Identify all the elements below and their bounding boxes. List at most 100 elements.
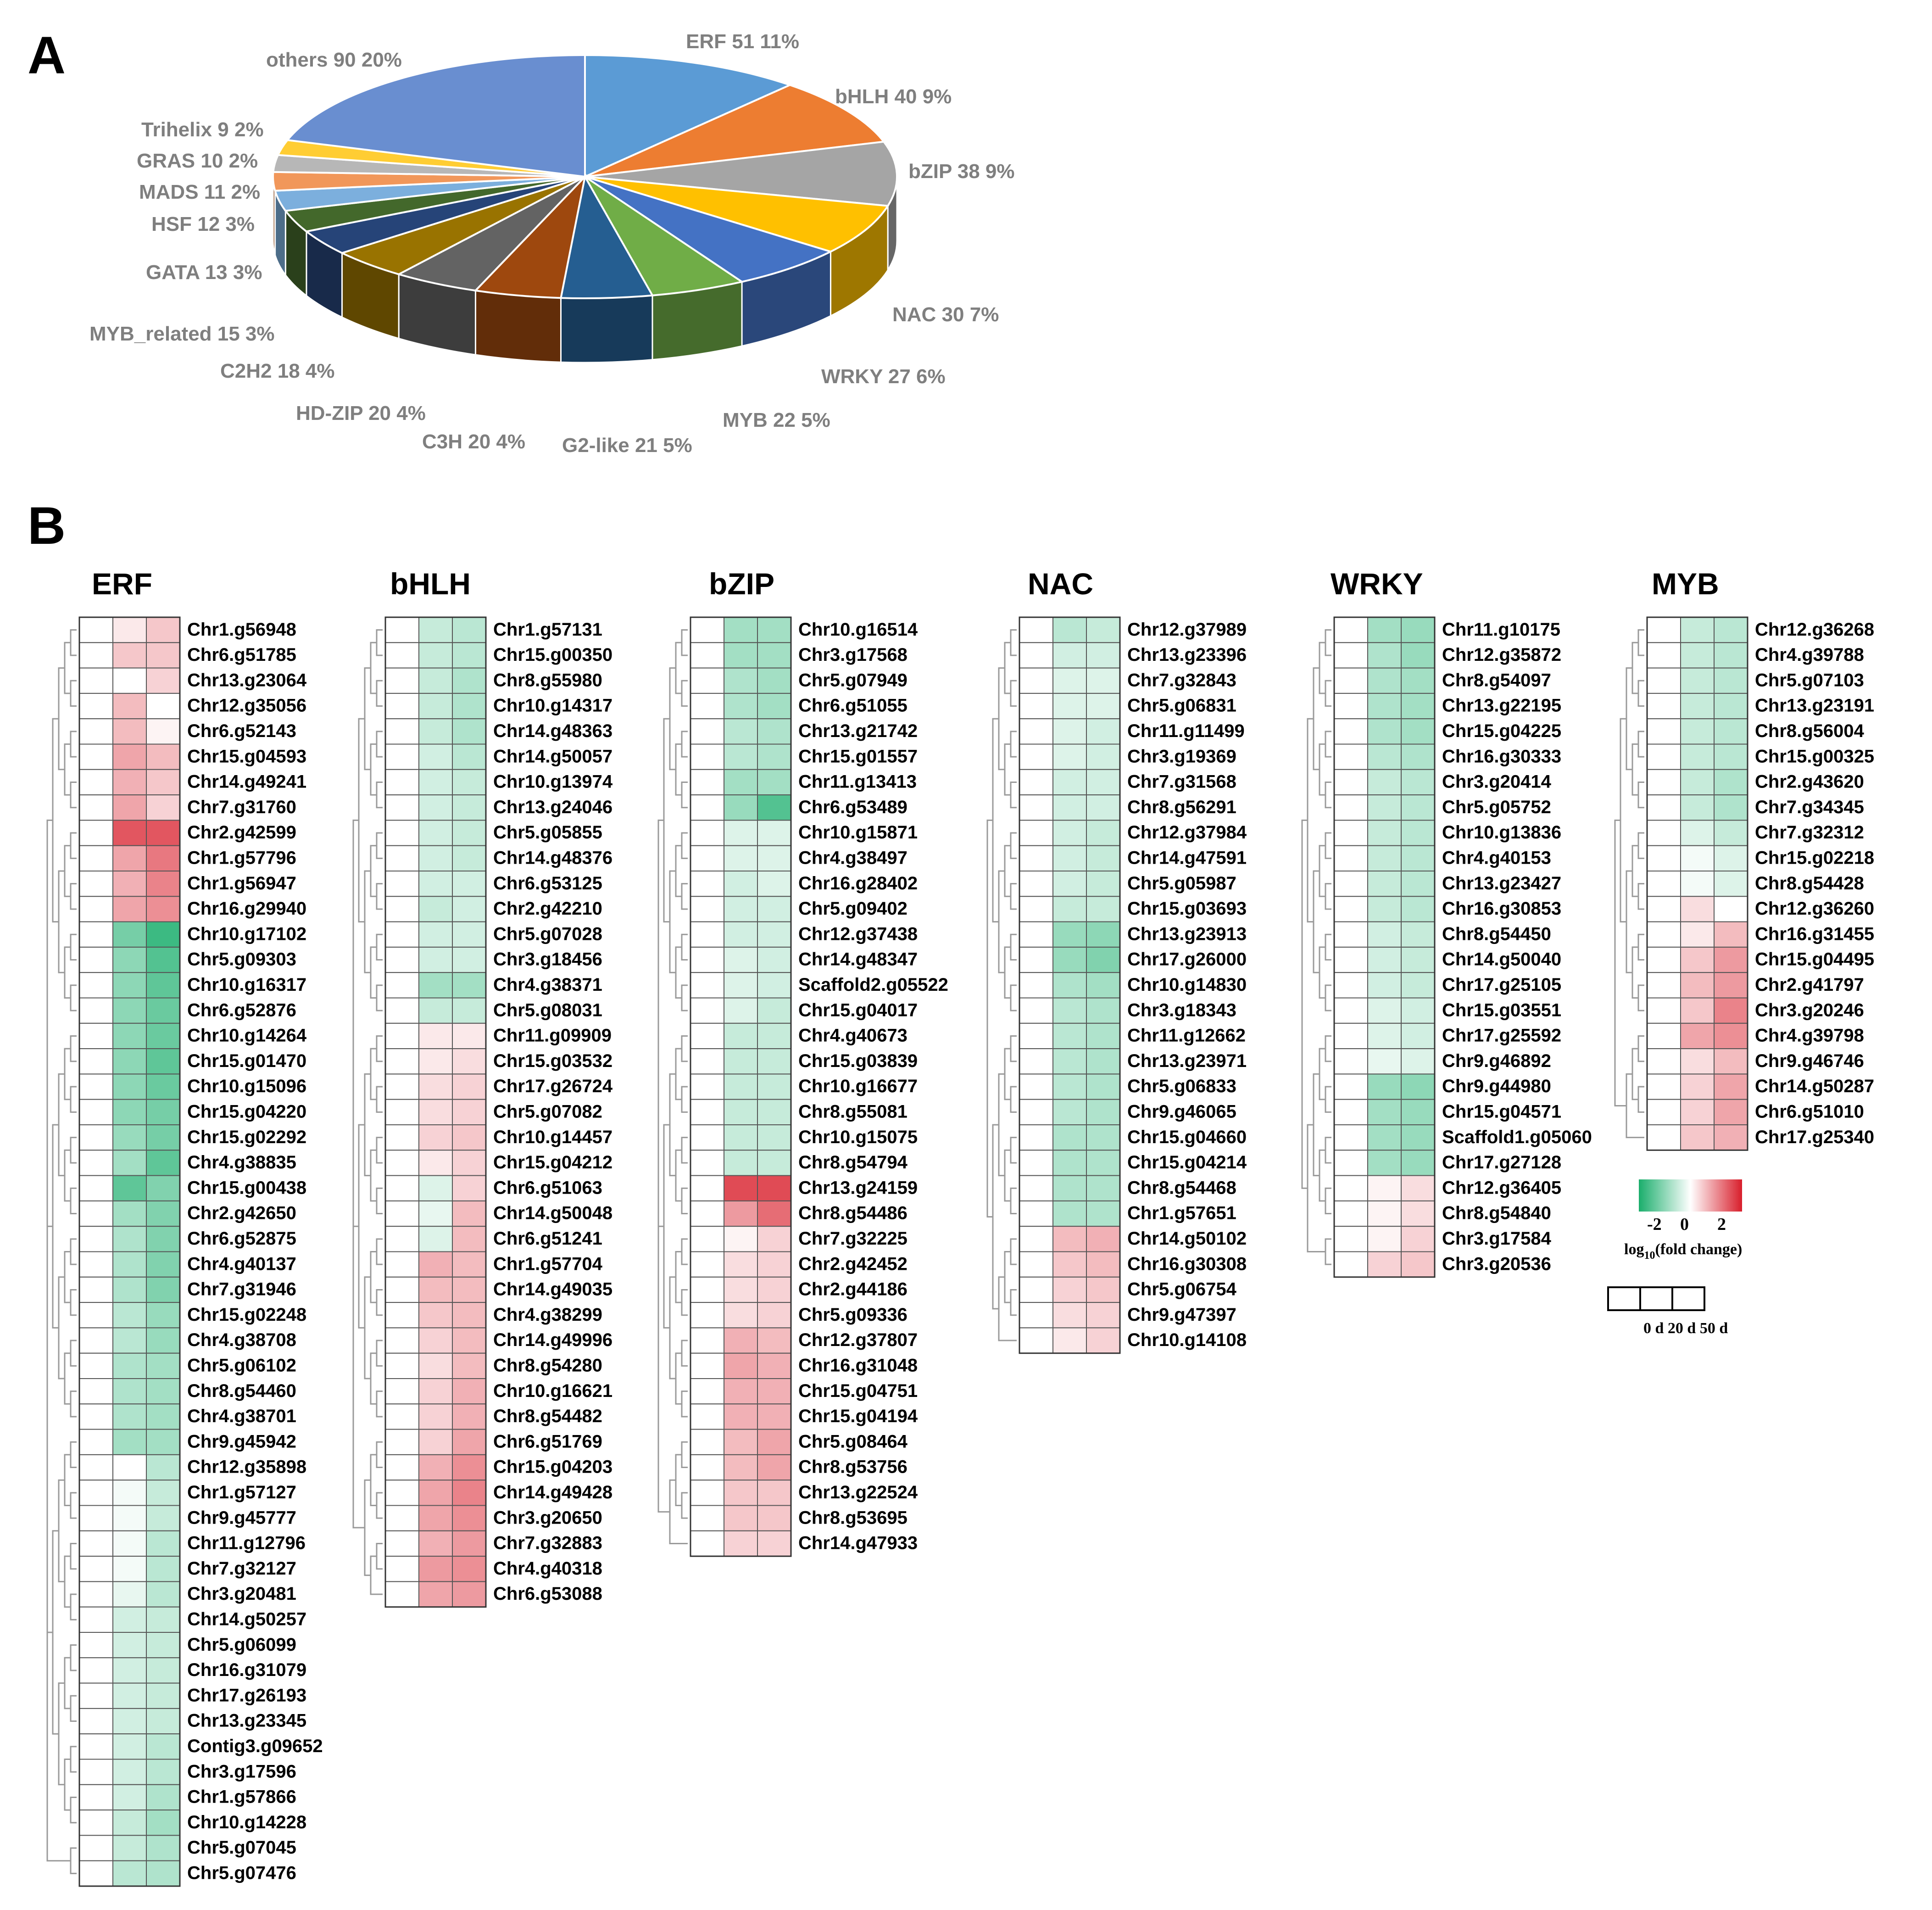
pie-label-myb: MYB 22 5% xyxy=(723,409,830,431)
dendrogram-branch xyxy=(376,1542,383,1570)
family-title: NAC xyxy=(1028,567,1093,601)
dendrogram-branch xyxy=(64,1352,71,1405)
heat-cell xyxy=(1334,743,1368,770)
heat-cell xyxy=(1680,972,1715,999)
gene-label: Chr15.g04203 xyxy=(493,1457,612,1477)
gene-label: Chr15.g03839 xyxy=(798,1051,918,1071)
heat-cell xyxy=(146,667,180,694)
dendrogram-branch xyxy=(364,1276,371,1379)
heat-cell xyxy=(452,972,486,999)
heat-cell xyxy=(1401,1022,1435,1050)
gene-label: Chr12.g35898 xyxy=(187,1457,306,1477)
gene-label: Chr8.g54460 xyxy=(187,1381,296,1401)
dendrogram-branch xyxy=(70,984,77,1011)
heat-cell xyxy=(1086,1302,1120,1329)
gene-label: Chr6.g53489 xyxy=(798,797,908,817)
heat-cell xyxy=(146,1226,180,1252)
dendrogram-branch xyxy=(70,731,77,758)
dendrogram-branch xyxy=(1010,883,1017,910)
pie-label-gata: GATA 13 3% xyxy=(146,261,262,284)
heat-cell xyxy=(1647,820,1681,846)
dendrogram-branch xyxy=(992,718,999,923)
dendrogram-branch xyxy=(70,1391,77,1418)
heat-cell xyxy=(112,1099,147,1125)
heat-cell xyxy=(385,845,419,871)
dendrogram-branch xyxy=(1010,832,1017,859)
pie-label-bzip: bZIP 38 9% xyxy=(908,160,1015,183)
gene-label: Chr12.g36268 xyxy=(1755,620,1874,640)
heat-cell xyxy=(418,1175,453,1201)
heat-cell xyxy=(418,1124,453,1151)
dendrogram-branch xyxy=(70,629,77,656)
heat-cell xyxy=(1647,718,1681,745)
dendrogram-branch xyxy=(1325,1035,1331,1062)
heat-cell xyxy=(452,1556,486,1582)
dendrogram-branch xyxy=(358,1124,365,1329)
heat-cell xyxy=(1086,1226,1120,1252)
heat-cell xyxy=(418,794,453,821)
heat-cell xyxy=(452,693,486,720)
heat-cell xyxy=(79,1429,113,1455)
heat-cell xyxy=(418,1556,453,1582)
gene-label: Chr8.g54097 xyxy=(1442,670,1551,690)
heat-cell xyxy=(1052,1276,1087,1303)
dendrogram-branch xyxy=(681,680,688,707)
heat-cell xyxy=(112,1860,147,1887)
gene-label: Chr4.g38497 xyxy=(798,848,908,868)
heat-cell xyxy=(418,642,453,669)
heat-cell xyxy=(690,845,724,871)
heat-cell xyxy=(385,997,419,1024)
heat-cell xyxy=(452,896,486,922)
heat-cell xyxy=(452,1022,486,1050)
heat-cell xyxy=(1019,896,1053,922)
heat-cell xyxy=(385,1276,419,1303)
dendrogram-branch xyxy=(70,1035,77,1062)
dendrogram-branch xyxy=(364,1073,371,1177)
heat-cell xyxy=(146,1632,180,1659)
gene-label: Chr16.g30853 xyxy=(1442,899,1561,919)
heat-cell xyxy=(1714,820,1748,846)
heat-cell xyxy=(757,1022,791,1050)
gene-label: Chr13.g23345 xyxy=(187,1711,306,1731)
heat-cell xyxy=(112,946,147,973)
gene-label: Chr15.g04017 xyxy=(798,1000,918,1020)
gene-label: Chr5.g09336 xyxy=(798,1305,908,1325)
gene-label: Chr14.g50048 xyxy=(493,1203,612,1223)
heat-cell xyxy=(757,1073,791,1100)
heat-cell xyxy=(112,1378,147,1405)
heat-cell xyxy=(1019,1099,1053,1125)
heat-cell xyxy=(112,1784,147,1811)
heat-cell xyxy=(385,769,419,796)
heat-cell xyxy=(1334,1073,1368,1100)
pie-slice-bhlh xyxy=(585,84,886,178)
gene-label: Chr6.g51063 xyxy=(493,1178,602,1198)
heat-cell xyxy=(112,1150,147,1176)
heat-cell xyxy=(1714,1099,1748,1125)
gene-label: Chr14.g48376 xyxy=(493,848,612,868)
heat-cell xyxy=(79,1175,113,1201)
heat-cell xyxy=(1367,845,1402,871)
dendrogram-branch xyxy=(1004,1251,1011,1303)
heat-cell xyxy=(452,1226,486,1252)
heat-cell xyxy=(1401,1251,1435,1278)
heat-cell xyxy=(146,946,180,973)
heat-cell xyxy=(112,1073,147,1100)
dendrogram-branch xyxy=(376,1187,383,1215)
heat-cell xyxy=(1401,845,1435,871)
heat-cell xyxy=(1647,1048,1681,1075)
heat-cell xyxy=(1367,769,1402,796)
heat-cell xyxy=(1401,718,1435,745)
dendrogram-branch xyxy=(70,1492,77,1519)
heat-cell xyxy=(146,1657,180,1684)
gene-label: Chr6.g51785 xyxy=(187,645,296,665)
heat-cell xyxy=(1367,794,1402,821)
heat-cell xyxy=(690,1302,724,1329)
heat-cell xyxy=(1680,997,1715,1024)
heat-cell xyxy=(690,1276,724,1303)
heat-cell xyxy=(385,1022,419,1050)
gene-label: Scaffold1.g05060 xyxy=(1442,1127,1592,1147)
heat-cell xyxy=(452,1175,486,1201)
heat-cell xyxy=(418,1480,453,1506)
heat-cell xyxy=(79,1073,113,1100)
heat-cell xyxy=(418,718,453,745)
